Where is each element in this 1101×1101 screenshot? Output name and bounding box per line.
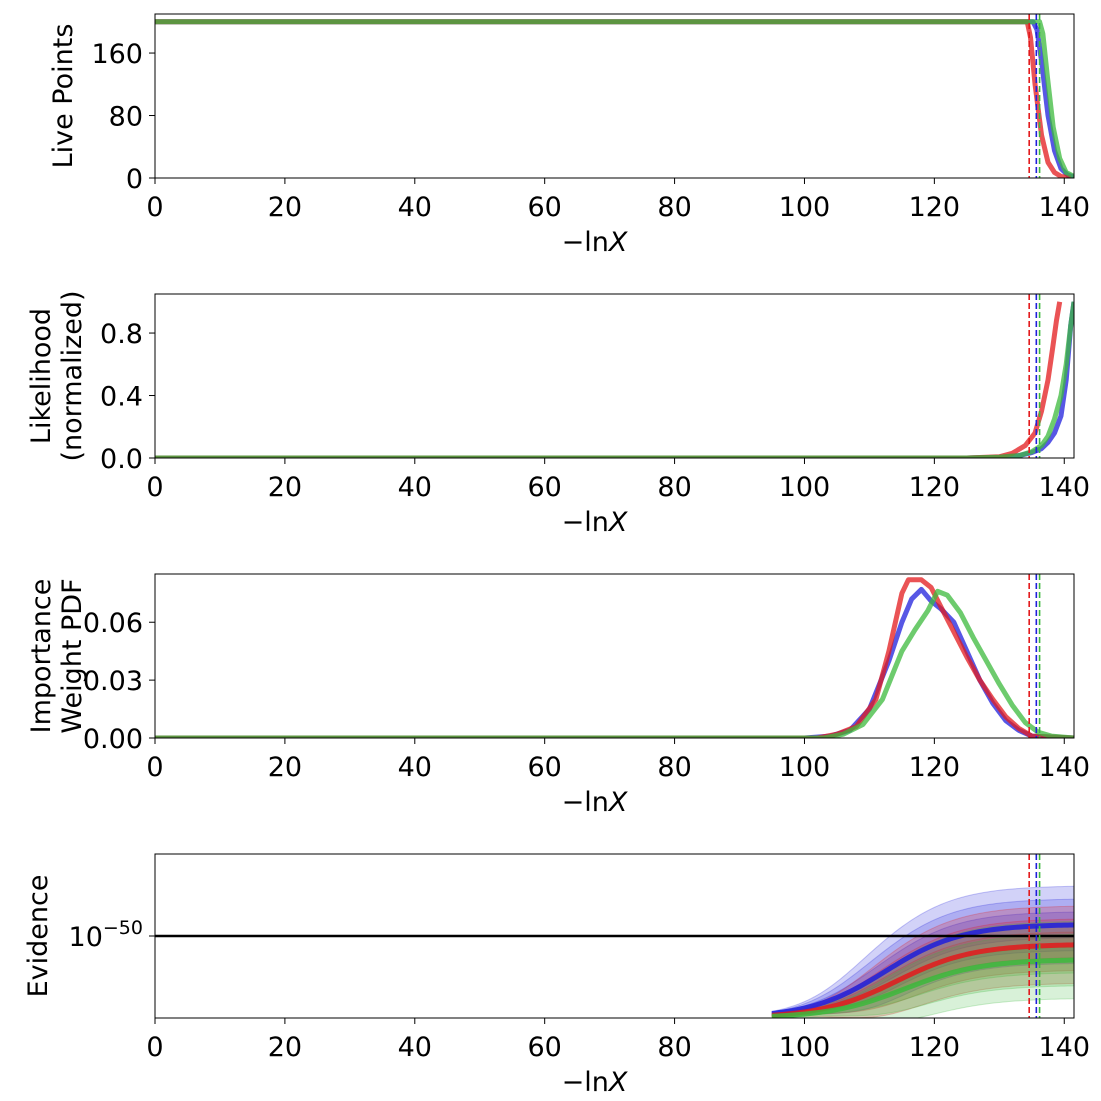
x-tick-label: 100 (779, 472, 831, 503)
y-tick-label: 80 (109, 102, 143, 133)
x-axis-label: −lnX (562, 507, 628, 538)
x-tick-label: 60 (528, 752, 562, 783)
y-axis-label: Weight PDF (57, 578, 88, 733)
series-line-2 (155, 19, 1072, 178)
x-tick-label: 0 (146, 752, 163, 783)
x-tick-label: 120 (909, 1032, 961, 1063)
x-tick-label: 140 (1038, 1032, 1090, 1063)
panel-1: 0 20 40 60 80 100 120 140 0 80 160 −lnX Live Points (48, 13, 1090, 258)
x-tick-label: 120 (909, 472, 961, 503)
evidence-line-2 (771, 942, 1074, 1018)
x-tick-label: 0 (146, 1032, 163, 1063)
x-tick-label: 40 (398, 472, 432, 503)
panel-3: 0 20 40 60 80 100 120 140 0.00 0.03 0.06 −lnX Import… (26, 573, 1090, 818)
y-tick-label: 10−50 (69, 917, 143, 953)
evidence-band-2-1 (771, 905, 1074, 1018)
x-axis-label: −lnX (562, 1067, 628, 1098)
series-line-3 (155, 19, 1074, 178)
x-tick-label: 80 (657, 752, 691, 783)
x-tick-label: 20 (268, 192, 302, 223)
y-axis-label: Importance (26, 579, 57, 734)
y-axis-label: Likelihood (26, 308, 57, 444)
series-line-1 (155, 301, 1074, 458)
x-tick-label: 20 (268, 752, 302, 783)
y-tick-label: 160 (91, 39, 143, 70)
series-line-1 (155, 19, 1074, 178)
x-tick-label: 100 (779, 1032, 831, 1063)
axes-frame (154, 13, 1075, 179)
x-tick-label: 20 (268, 472, 302, 503)
x-axis-label: −lnX (562, 787, 628, 818)
y-tick-label: 0.4 (100, 382, 143, 413)
x-tick-label: 60 (528, 192, 562, 223)
y-tick-label: 0.03 (83, 666, 143, 697)
panel-2: 0 20 40 60 80 100 120 140 0.0 0.4 0.8 −lnX Likelihoo… (26, 290, 1090, 538)
x-tick-label: 120 (909, 752, 961, 783)
x-tick-label: 100 (779, 752, 831, 783)
y-axis-label: (normalized) (57, 290, 88, 461)
evidence-line-3 (771, 957, 1074, 1018)
axes-frame (154, 573, 1075, 739)
x-tick-label: 60 (528, 1032, 562, 1063)
plot-area (155, 14, 1074, 178)
y-tick-label: 0.8 (100, 319, 143, 350)
series-line-3 (155, 588, 1074, 738)
plot-area (155, 854, 1074, 1018)
plot-area (155, 574, 1074, 738)
x-tick-label: 40 (398, 752, 432, 783)
x-tick-label: 60 (528, 472, 562, 503)
series-line-2 (155, 301, 1063, 458)
x-tick-label: 140 (1038, 752, 1090, 783)
x-tick-label: 140 (1038, 472, 1090, 503)
evidence-line-1 (771, 922, 1074, 1016)
x-tick-label: 140 (1038, 192, 1090, 223)
x-tick-label: 100 (779, 192, 831, 223)
x-tick-label: 40 (398, 1032, 432, 1063)
x-tick-label: 80 (657, 1032, 691, 1063)
x-tick-label: 20 (268, 1032, 302, 1063)
evidence-band-3-2 (771, 933, 1074, 1018)
y-axis-label: Evidence (23, 875, 54, 998)
series-line-1 (155, 586, 1074, 738)
y-tick-label: 0.00 (83, 724, 143, 755)
y-tick-label: 0 (126, 164, 143, 195)
series-line-3 (155, 301, 1074, 458)
x-tick-label: 80 (657, 472, 691, 503)
y-axis-label: Live Points (48, 24, 79, 169)
x-tick-label: 40 (398, 192, 432, 223)
y-tick-label: 0.0 (100, 444, 143, 475)
y-tick-label: 0.06 (83, 608, 143, 639)
plot-area (155, 294, 1074, 458)
x-axis-label: −lnX (562, 227, 628, 258)
axes-frame (154, 293, 1075, 459)
x-tick-label: 120 (909, 192, 961, 223)
x-tick-label: 0 (146, 472, 163, 503)
panel-4: 0 20 40 60 80 100 120 140 10−50 −lnX Evidence (23, 853, 1090, 1098)
x-tick-label: 80 (657, 192, 691, 223)
x-tick-label: 0 (146, 192, 163, 223)
evidence-band-1-3 (771, 911, 1074, 1015)
